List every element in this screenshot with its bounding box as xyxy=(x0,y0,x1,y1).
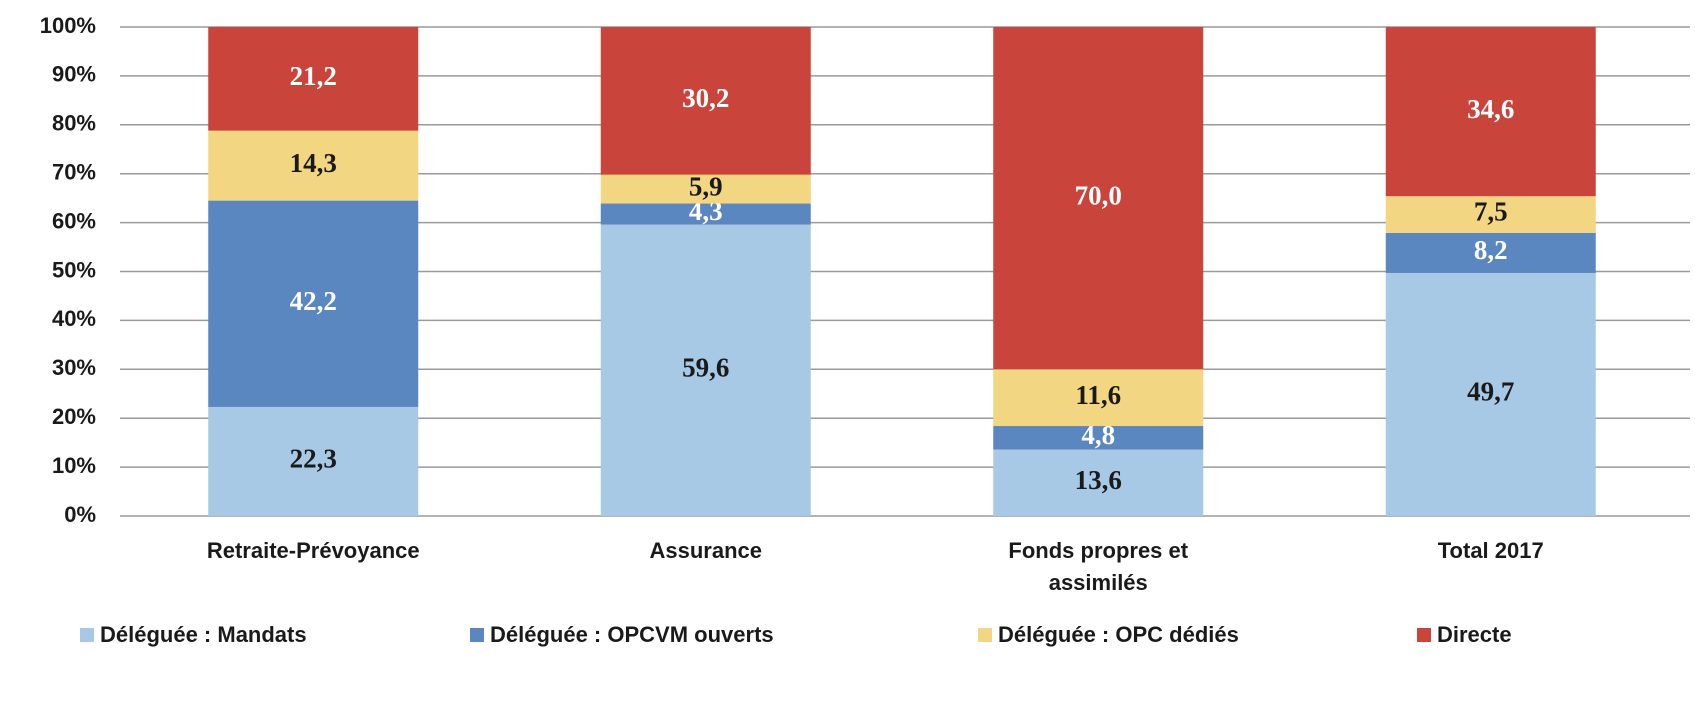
legend-label: Déléguée : OPC dédiés xyxy=(998,622,1239,647)
legend-label: Déléguée : OPCVM ouverts xyxy=(490,622,774,647)
data-label: 7,5 xyxy=(1474,197,1508,227)
bar-segment xyxy=(208,200,419,407)
bar-segment xyxy=(208,27,419,131)
data-label: 5,9 xyxy=(689,171,723,201)
y-tick-label: 10% xyxy=(52,453,96,478)
bar-segment xyxy=(1385,196,1596,233)
data-label: 34,6 xyxy=(1467,94,1514,124)
legend-swatch xyxy=(80,628,94,642)
data-label: 8,2 xyxy=(1474,235,1508,265)
data-label: 30,2 xyxy=(682,83,729,113)
y-tick-label: 20% xyxy=(52,404,96,429)
bar-segment xyxy=(600,224,811,516)
data-label: 70,0 xyxy=(1075,180,1122,210)
y-tick-label: 60% xyxy=(52,208,96,233)
bar-segment xyxy=(993,426,1204,450)
bar-segment xyxy=(993,449,1204,516)
bar-segment xyxy=(208,130,419,201)
data-label: 22,3 xyxy=(290,444,337,474)
data-label: 49,7 xyxy=(1467,377,1514,407)
y-tick-label: 90% xyxy=(52,62,96,87)
bar-segment xyxy=(993,27,1204,370)
data-label: 13,6 xyxy=(1075,465,1122,495)
data-label: 11,6 xyxy=(1075,380,1121,410)
bar-segment xyxy=(600,174,811,204)
data-label: 42,2 xyxy=(290,286,337,316)
legend-swatch xyxy=(978,628,992,642)
x-tick-label: Total 2017 xyxy=(1438,538,1544,563)
bar-segment xyxy=(993,369,1204,427)
legend-label: Déléguée : Mandats xyxy=(100,622,307,647)
bar-segment xyxy=(1385,272,1596,516)
data-label: 21,2 xyxy=(290,61,337,91)
bar-segment xyxy=(600,27,811,175)
x-tick-label: Assurance xyxy=(649,538,762,563)
bar-segment xyxy=(208,406,419,516)
legend-label: Directe xyxy=(1437,622,1512,647)
data-label: 59,6 xyxy=(682,352,729,382)
y-tick-label: 100% xyxy=(40,13,96,38)
legend-swatch xyxy=(470,628,484,642)
y-tick-label: 0% xyxy=(64,502,96,527)
y-tick-label: 50% xyxy=(52,257,96,282)
x-tick-label: Fonds propres et assimilés xyxy=(1008,538,1188,595)
y-tick-label: 30% xyxy=(52,355,96,380)
y-tick-label: 40% xyxy=(52,306,96,331)
bar-segment xyxy=(1385,232,1596,273)
data-label: 14,3 xyxy=(290,148,337,178)
y-tick-label: 70% xyxy=(52,160,96,185)
bar-segment xyxy=(1385,27,1596,197)
y-tick-label: 80% xyxy=(52,111,96,136)
bar-segment xyxy=(600,203,811,225)
x-tick-label: Retraite-Prévoyance xyxy=(207,538,420,563)
legend-swatch xyxy=(1417,628,1431,642)
